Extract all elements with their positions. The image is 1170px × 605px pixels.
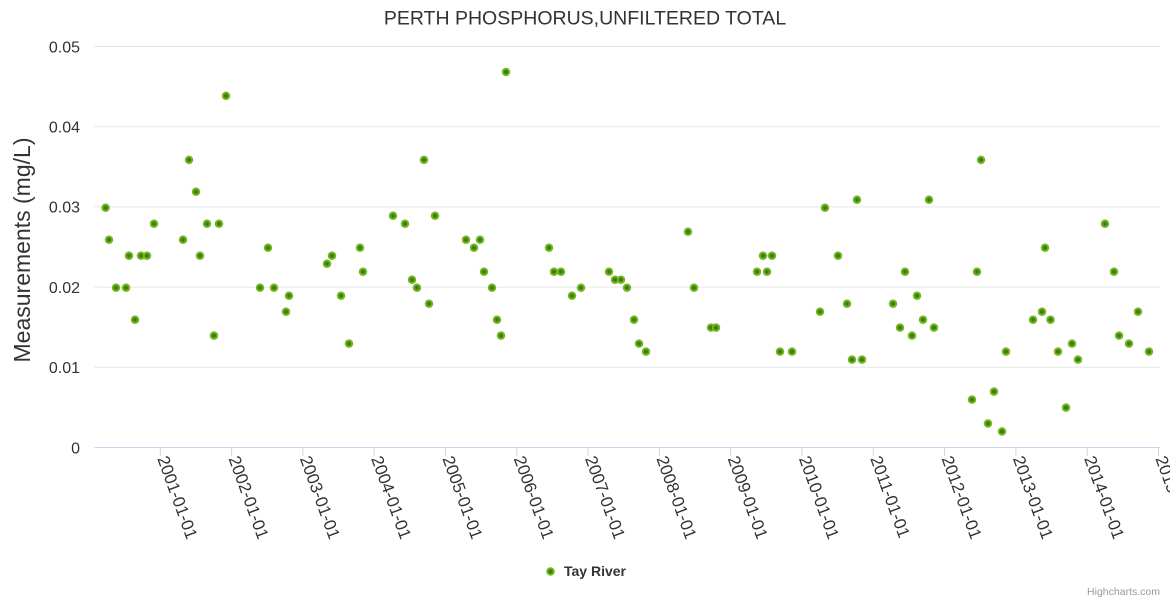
svg-text:PERTH PHOSPHORUS,UNFILTERED TO: PERTH PHOSPHORUS,UNFILTERED TOTAL [384, 8, 787, 30]
svg-text:0: 0 [71, 440, 80, 457]
svg-text:0.05: 0.05 [49, 39, 80, 56]
svg-text:0.02: 0.02 [49, 280, 80, 297]
svg-text:0.04: 0.04 [49, 120, 80, 137]
svg-text:0.03: 0.03 [49, 200, 80, 217]
svg-text:Tay River: Tay River [564, 563, 627, 579]
svg-text:0.01: 0.01 [49, 360, 80, 377]
svg-text:Measurements (mg/L): Measurements (mg/L) [9, 138, 35, 363]
svg-text:Highcharts.com: Highcharts.com [1087, 586, 1160, 598]
